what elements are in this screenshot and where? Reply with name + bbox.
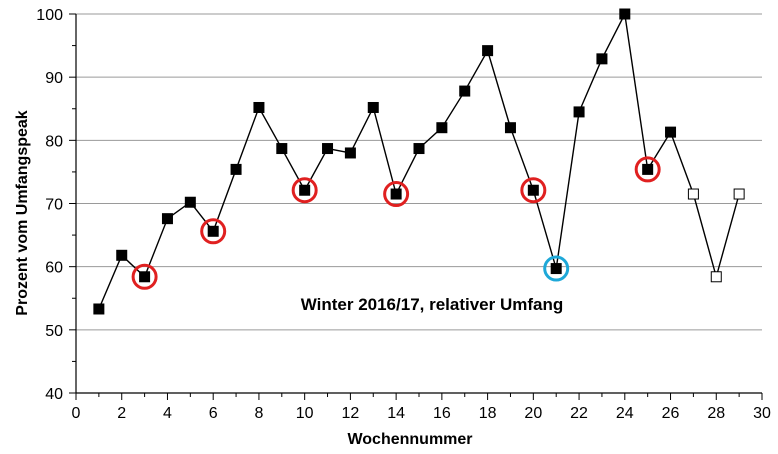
data-point: [322, 143, 334, 155]
x-tick-label: 24: [616, 405, 634, 422]
x-tick-label: 2: [117, 405, 126, 422]
data-point: [253, 101, 265, 113]
data-point: [367, 101, 379, 113]
data-point: [139, 271, 151, 283]
data-point: [504, 122, 516, 134]
data-point-open: [733, 188, 745, 200]
x-tick-label: 14: [387, 405, 405, 422]
data-point: [116, 249, 128, 261]
data-point: [436, 122, 448, 134]
x-tick-label: 8: [254, 405, 263, 422]
y-axis-title: Prozent vom Umfangspeak: [14, 110, 31, 315]
x-tick-label: 26: [662, 405, 680, 422]
y-tick-label: 70: [45, 197, 63, 214]
data-point: [93, 303, 105, 315]
data-point: [482, 45, 494, 57]
y-tick-label: 60: [45, 260, 63, 277]
x-tick-label: 4: [163, 405, 172, 422]
data-point: [642, 163, 654, 175]
x-axis-ticks: 0 2 4 6 8 10 12 14 16 18 20 22 24 26 28 30: [72, 393, 771, 422]
data-point-open: [687, 188, 699, 200]
chart-annotation: Winter 2016/17, relativer Umfang: [301, 295, 564, 314]
x-tick-label: 18: [479, 405, 497, 422]
highlight-circles: [131, 156, 661, 290]
data-point: [413, 143, 425, 155]
data-point: [550, 263, 562, 275]
data-point: [344, 147, 356, 159]
highlight-circle: [543, 255, 570, 282]
data-point: [276, 143, 288, 155]
y-tick-label: 100: [36, 7, 63, 24]
highlight-circle: [291, 177, 318, 204]
data-point: [184, 196, 196, 208]
data-point-open: [710, 271, 722, 283]
x-tick-label: 6: [209, 405, 218, 422]
x-tick-label: 22: [570, 405, 588, 422]
highlight-circle: [200, 218, 227, 245]
x-tick-label: 28: [707, 405, 725, 422]
y-tick-label: 40: [45, 386, 63, 403]
highlight-circle: [634, 156, 661, 183]
x-axis-title: Wochennummer: [347, 431, 472, 448]
data-point: [207, 225, 219, 237]
x-tick-label: 30: [753, 405, 771, 422]
y-tick-label: 90: [45, 70, 63, 87]
x-tick-label: 16: [433, 405, 451, 422]
data-point: [527, 184, 539, 196]
data-point: [665, 126, 677, 138]
y-tick-label: 50: [45, 323, 63, 340]
data-point: [390, 188, 402, 200]
x-tick-label: 0: [72, 405, 81, 422]
data-point: [459, 85, 471, 97]
highlight-circle: [383, 181, 410, 208]
data-point: [573, 106, 585, 118]
data-point: [230, 163, 242, 175]
data-point: [596, 53, 608, 65]
data-point: [619, 8, 631, 20]
x-tick-label: 10: [296, 405, 314, 422]
data-point: [299, 184, 311, 196]
data-point: [161, 213, 173, 225]
y-tick-label: 80: [45, 133, 63, 150]
x-tick-label: 20: [524, 405, 542, 422]
x-tick-label: 12: [342, 405, 360, 422]
y-axis-ticks: 40 50 60 70 80 90 100: [36, 7, 76, 403]
highlight-circle: [520, 177, 547, 204]
highlight-circle: [131, 263, 158, 290]
